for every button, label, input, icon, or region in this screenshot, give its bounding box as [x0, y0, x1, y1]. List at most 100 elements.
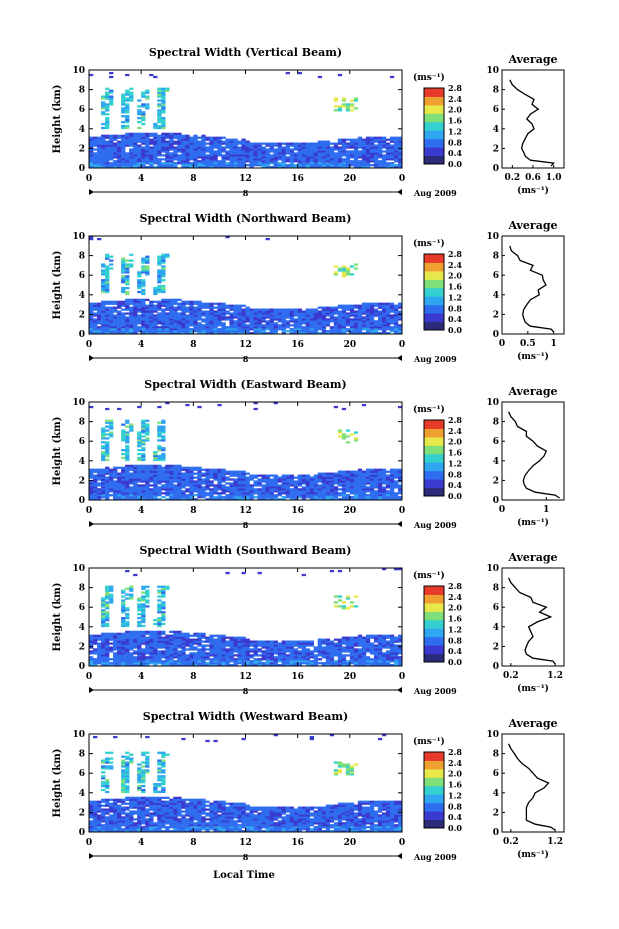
heatmap-cell [181, 494, 186, 497]
heatmap-cell [181, 152, 186, 155]
heatmap-cell [161, 136, 166, 139]
heatmap-cell [241, 478, 246, 481]
heatmap-cell [165, 587, 170, 590]
heatmap-cell [161, 253, 166, 256]
heatmap-cell [121, 480, 126, 483]
heatmap-cell [117, 634, 122, 637]
heatmap-cell [337, 267, 343, 270]
heatmap-cell [309, 162, 315, 165]
heatmap-cell [125, 275, 130, 278]
heatmap-cell [117, 472, 122, 475]
heatmap-cell [161, 589, 166, 592]
heatmap-cell [165, 646, 170, 649]
heatmap-cell [381, 158, 387, 161]
heatmap-cell [381, 474, 387, 477]
heatmap-cell [161, 607, 166, 610]
heatmap-cell [289, 320, 294, 323]
heatmap-cell [297, 316, 302, 319]
panel-3: Spectral Width (Eastward Beam)0246810Hei… [52, 378, 565, 530]
heatmap-cell [181, 492, 186, 495]
heatmap-cell [281, 312, 286, 315]
heatmap-cell [105, 332, 110, 335]
heatmap-cell [169, 630, 174, 633]
heatmap-cell [97, 152, 102, 155]
heatmap-cell [197, 654, 202, 657]
heatmap-cell [261, 150, 266, 153]
heatmap-cell [165, 152, 170, 155]
heatmap-cell [221, 498, 226, 501]
heatmap-cell [213, 654, 218, 657]
heatmap-cell [189, 644, 194, 647]
heatmap-cell [125, 332, 130, 335]
heatmap-cell [145, 423, 150, 426]
heatmap-cell [137, 478, 142, 481]
heatmap-cell [265, 326, 270, 329]
heatmap-cell [333, 160, 339, 163]
heatmap-cell [221, 476, 226, 479]
heatmap-cell [117, 148, 122, 151]
heatmap-cell [161, 615, 166, 618]
heatmap-cell [113, 164, 118, 167]
heatmap-cell [289, 160, 294, 163]
heatmap-cell [277, 142, 282, 145]
heatmap-cell [121, 472, 126, 475]
heatmap-cell [337, 138, 343, 141]
heatmap-cell [305, 484, 310, 487]
heatmap-cell [353, 431, 359, 434]
heatmap-cell [213, 474, 218, 477]
heatmap-cell [345, 472, 351, 475]
heatmap-cell [133, 140, 138, 143]
heatmap-cell [285, 646, 290, 649]
heatmap-cell [201, 472, 206, 475]
heatmap-cell [221, 470, 226, 473]
heatmap-cell [101, 603, 106, 606]
heatmap-cell [161, 652, 166, 655]
heatmap-cell [121, 324, 126, 327]
heatmap-cell [193, 318, 198, 321]
heatmap-cell [293, 152, 298, 155]
heatmap-cell [153, 162, 158, 165]
heatmap-cell [141, 93, 146, 96]
heatmap-cell [149, 480, 154, 483]
heatmap-cell [89, 332, 94, 335]
heatmap-cell [201, 144, 206, 147]
heatmap-cell [209, 488, 214, 491]
heatmap-cell [297, 312, 302, 315]
heatmap-cell [357, 478, 363, 481]
heatmap-cell [137, 148, 142, 151]
y-tick-label: 6 [79, 105, 85, 115]
heatmap-cell [145, 316, 150, 319]
heatmap-cell [161, 587, 166, 590]
heatmap-cell [337, 322, 343, 325]
heatmap-cell [385, 490, 391, 493]
heatmap-cell [377, 142, 383, 145]
heatmap-cell [257, 664, 262, 667]
heatmap-cell [141, 148, 146, 151]
heatmap-cell [185, 466, 190, 469]
heatmap-cell [217, 164, 222, 167]
heatmap-cell [165, 146, 170, 149]
heatmap-cell [361, 490, 367, 493]
heatmap-cell [173, 660, 178, 663]
heatmap-cell [149, 646, 154, 649]
heatmap-cell [229, 330, 234, 333]
heatmap-cell [177, 144, 182, 147]
heatmap-cell [301, 498, 306, 501]
heatmap-cell [241, 664, 246, 667]
x-tick-label: 8 [190, 340, 196, 350]
heatmap-cell [149, 328, 154, 331]
heatmap-cell [101, 314, 106, 317]
heatmap-cell [285, 662, 290, 665]
heatmap-cell [101, 320, 106, 323]
heatmap-cell [333, 496, 339, 499]
heatmap-cell [361, 304, 367, 307]
heatmap-cell [125, 134, 130, 137]
colorbar-segment [424, 445, 444, 455]
heatmap-cell [217, 488, 222, 491]
heatmap-cell [101, 634, 106, 637]
colorbar-segment [424, 321, 444, 331]
heatmap-cell [273, 496, 278, 499]
heatmap-cell [353, 107, 359, 110]
heatmap-cell [277, 156, 282, 159]
heatmap-cell [281, 656, 286, 659]
